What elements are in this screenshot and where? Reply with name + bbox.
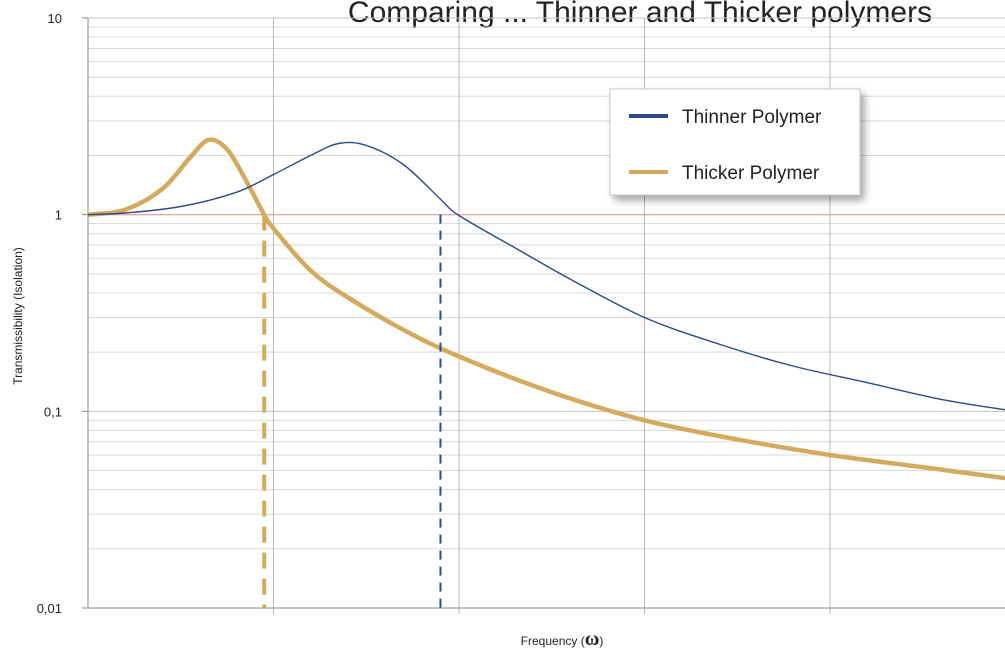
x-axis-title-prefix: Frequency ( — [521, 634, 585, 648]
legend-label-thicker: Thicker Polymer — [682, 163, 820, 184]
legend-label-thinner: Thinner Polymer — [682, 107, 822, 128]
legend-box — [609, 88, 861, 196]
y-tick-label: 10 — [48, 11, 62, 26]
series-line-thicker-polymer — [88, 137, 1005, 481]
y-tick-labels: 10 1 0,1 0,01 — [37, 11, 88, 616]
series-layer — [88, 137, 1005, 481]
y-axis-title: Transmissibility (Isolation) — [11, 247, 25, 385]
y-tick-label: 0,01 — [37, 601, 62, 616]
y-tick-label: 0,1 — [44, 404, 62, 419]
series-line-thinner-polymer — [88, 141, 1005, 411]
chart-title: Comparing ... Thinner and Thicker polyme… — [348, 0, 932, 29]
x-axis-title: Frequency (ω) — [521, 628, 604, 650]
cutoff-lines — [262, 214, 442, 608]
omega-symbol: ω — [585, 628, 600, 650]
x-axis-title-suffix: ) — [599, 634, 603, 648]
major-gridlines — [88, 17, 1005, 609]
legend: Thinner Polymer Thicker Polymer — [609, 88, 861, 196]
minor-gridlines — [88, 26, 1005, 550]
axes — [87, 18, 1005, 609]
y-tick-label: 1 — [55, 208, 62, 223]
